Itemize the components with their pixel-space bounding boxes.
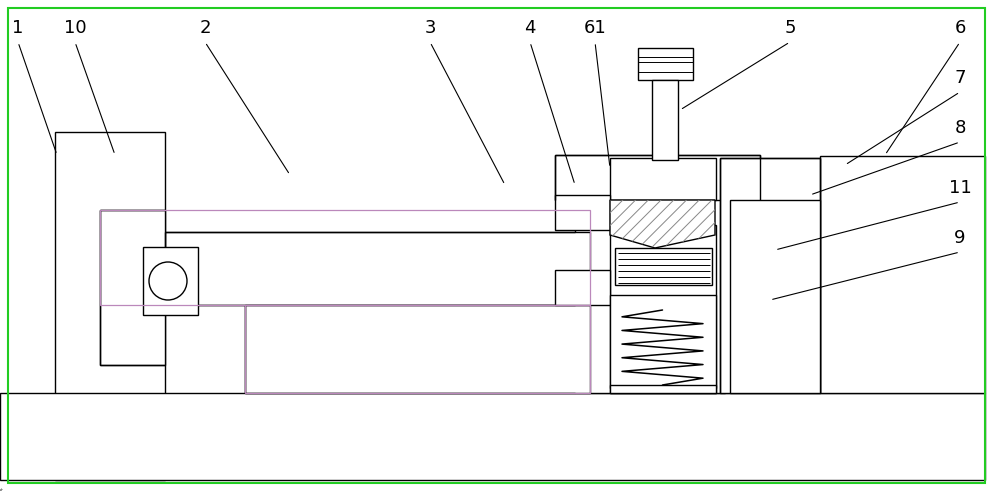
Text: 61: 61 [584,19,606,37]
Bar [245,305,590,393]
Bar [615,248,712,285]
Bar [555,270,610,305]
Bar [165,232,590,305]
Bar [638,48,693,80]
Text: 11: 11 [949,179,971,197]
Text: 10: 10 [64,19,86,37]
Bar [610,158,716,200]
Bar [730,200,820,393]
Bar [143,247,198,315]
Bar [720,158,820,393]
Bar [610,225,716,393]
Text: 9: 9 [954,229,966,247]
Text: 3: 3 [424,19,436,37]
Text: 4: 4 [524,19,536,37]
Bar [555,155,760,200]
Bar [652,80,678,160]
Bar [0,393,985,480]
Bar [100,210,590,305]
Polygon shape [610,200,715,248]
Bar [610,295,716,388]
Bar [820,156,985,393]
Text: 5: 5 [784,19,796,37]
Bar [610,385,716,393]
Bar [245,305,590,393]
Bar [555,195,610,230]
Text: 2: 2 [199,19,211,37]
Text: 7: 7 [954,69,966,87]
Circle shape [149,262,187,300]
Text: 8: 8 [954,119,966,137]
Bar [55,132,165,480]
Text: 6: 6 [954,19,966,37]
Text: 1: 1 [12,19,24,37]
Bar [100,210,165,365]
Bar [575,195,725,393]
